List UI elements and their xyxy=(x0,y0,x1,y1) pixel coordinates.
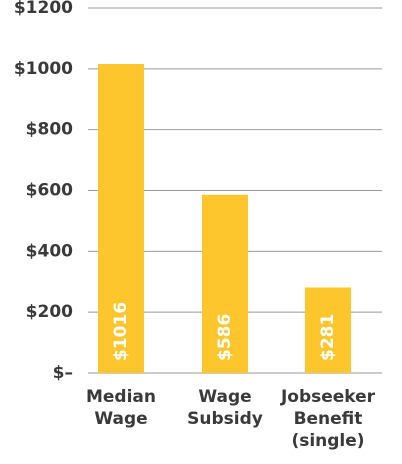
y-tick-label: $– xyxy=(53,363,73,383)
x-tick-label: Median Wage xyxy=(85,387,157,429)
y-tick-label: $400 xyxy=(26,241,73,261)
value-label: $1016 xyxy=(111,302,131,361)
value-label: $586 xyxy=(215,314,235,361)
x-tick-label: Jobseeker Benefit (single) xyxy=(280,387,376,451)
y-tick-label: $800 xyxy=(26,120,73,140)
y-tick-label: $200 xyxy=(26,302,73,322)
bar xyxy=(202,194,248,373)
bar xyxy=(98,63,144,373)
x-tick-label: Wage Subsidy xyxy=(187,387,263,429)
value-label: $281 xyxy=(318,314,338,361)
y-tick-label: $1000 xyxy=(14,59,73,79)
y-tick-label: $1200 xyxy=(14,0,73,18)
y-tick-label: $600 xyxy=(26,181,73,201)
bar xyxy=(305,287,351,373)
